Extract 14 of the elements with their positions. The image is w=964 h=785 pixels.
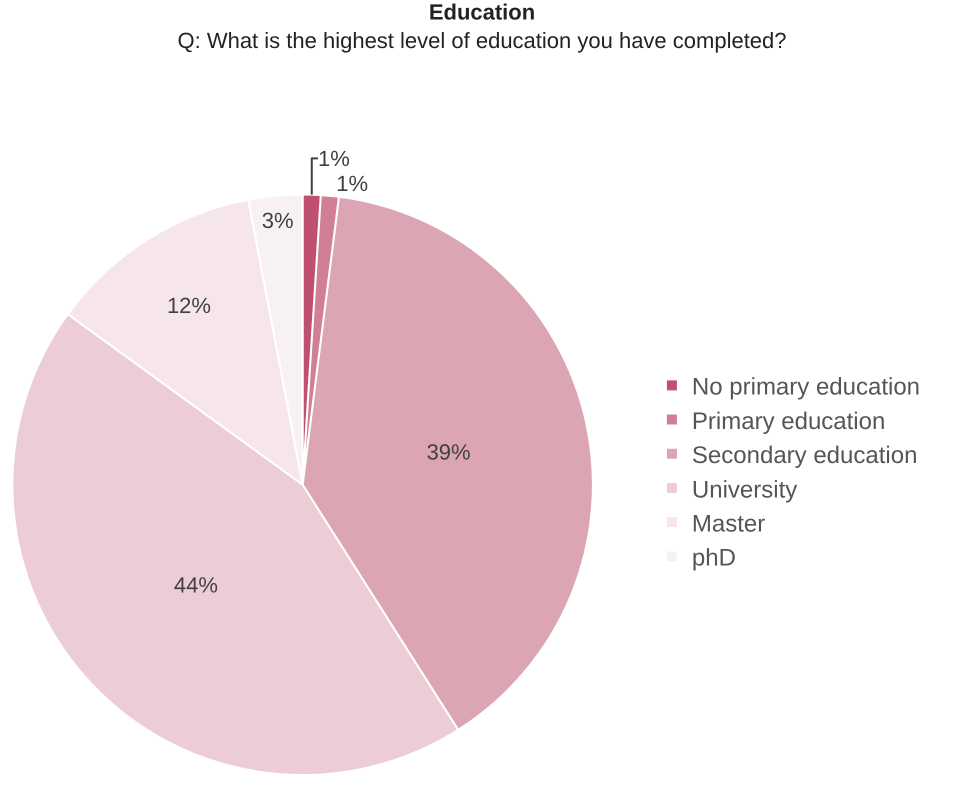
legend-label: Master	[692, 510, 766, 538]
legend-label: Secondary education	[692, 442, 918, 470]
legend-label: No primary education	[692, 374, 920, 401]
legend-label: Primary education	[692, 408, 886, 435]
data-label: 12%	[166, 293, 211, 318]
data-label: 1%	[336, 170, 368, 196]
data-label: 44%	[174, 572, 218, 598]
data-label: 3%	[262, 208, 294, 234]
legend-label: phD	[692, 544, 736, 572]
data-label: 39%	[426, 440, 471, 465]
chart-subtitle: Q: What is the highest level of education you have completed?	[177, 28, 787, 54]
legend-label: University	[692, 476, 798, 504]
data-label: 1%	[318, 146, 350, 171]
chart-title: Education	[428, 0, 536, 25]
